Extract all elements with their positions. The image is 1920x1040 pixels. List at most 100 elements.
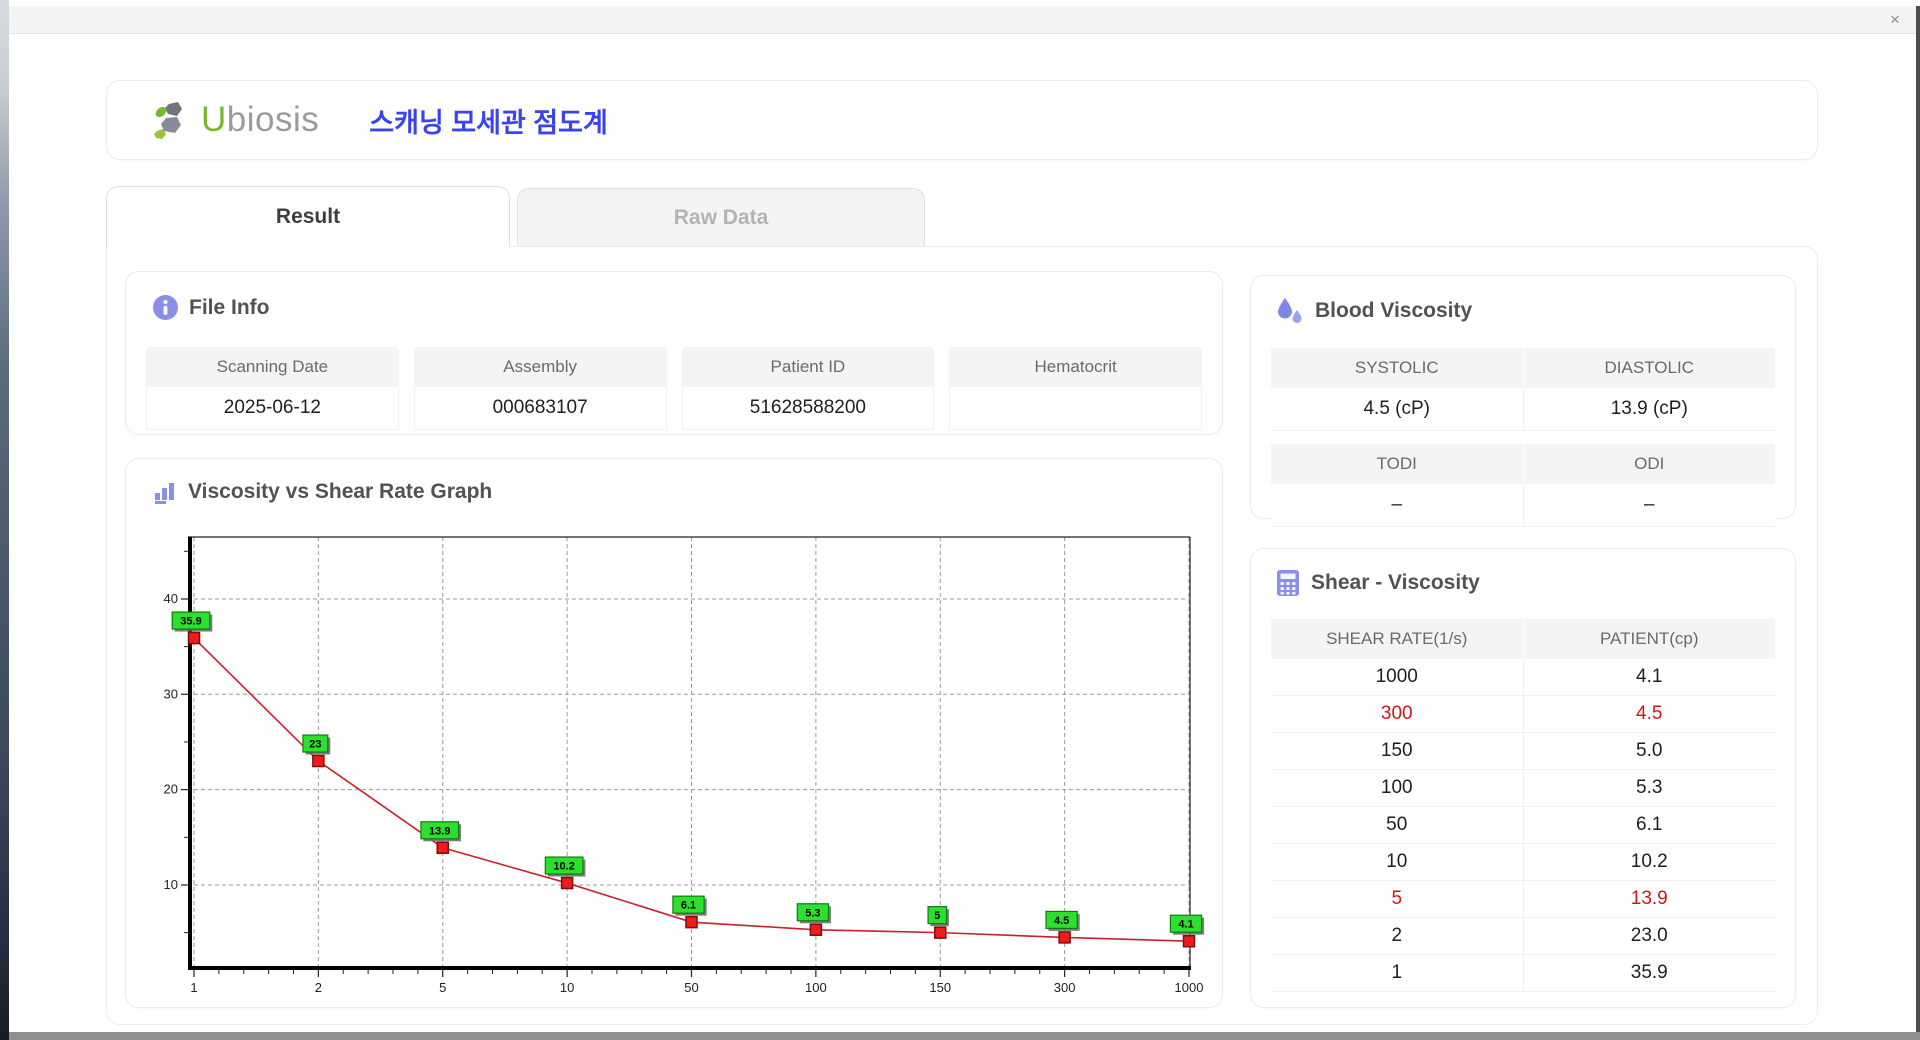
todi-odi-table: TODI ODI – – — [1271, 444, 1775, 527]
shear-rate-cell: 5 — [1271, 881, 1524, 918]
tab-raw-data-label: Raw Data — [673, 206, 769, 229]
info-icon — [152, 294, 179, 321]
close-icon[interactable]: × — [1890, 10, 1900, 29]
table-row: 150 5.0 — [1271, 733, 1775, 770]
shear-rate-cell: 1 — [1271, 955, 1524, 992]
brand-name: Ubiosis — [201, 100, 319, 140]
table-value-row: 4.5 (cP) 13.9 (cP) — [1271, 388, 1775, 431]
shear-viscosity-title: Shear - Viscosity — [1311, 571, 1480, 594]
desktop-background-sliver — [0, 0, 9, 1040]
svg-text:5: 5 — [439, 980, 446, 995]
svg-text:10: 10 — [164, 877, 178, 892]
patient-viscosity-cell: 13.9 — [1523, 881, 1775, 918]
graph-title-row: Viscosity vs Shear Rate Graph — [126, 459, 1222, 505]
file-info-col-patient-id: Patient ID 51628588200 — [681, 347, 935, 430]
table-header-row: SYSTOLIC DIASTOLIC — [1271, 348, 1775, 388]
brand-logo: Ubiosis — [151, 98, 319, 142]
patient-viscosity-cell: 5.0 — [1523, 733, 1775, 770]
field-label: Hematocrit — [949, 347, 1202, 387]
shear-rate-column-header: SHEAR RATE(1/s) — [1271, 619, 1524, 659]
table-row: 1 35.9 — [1271, 955, 1775, 992]
svg-text:100: 100 — [805, 980, 827, 995]
blood-viscosity-title: Blood Viscosity — [1315, 299, 1473, 322]
table-row: 10 10.2 — [1271, 844, 1775, 881]
file-info-card: File Info Scanning Date 2025-06-12 Assem… — [125, 271, 1223, 435]
patient-viscosity-cell: 5.3 — [1523, 770, 1775, 807]
shear-rate-cell: 1000 — [1271, 659, 1524, 696]
shear-viscosity-card: Shear - Viscosity SHEAR RATE(1/s) PATIEN… — [1250, 548, 1796, 1008]
shear-rate-cell: 100 — [1271, 770, 1524, 807]
patient-column-header: PATIENT(cp) — [1523, 619, 1775, 659]
patient-viscosity-cell: 4.5 — [1523, 696, 1775, 733]
blood-viscosity-card: Blood Viscosity SYSTOLIC DIASTOLIC 4.5 (… — [1250, 275, 1796, 527]
tab-raw-data[interactable]: Raw Data — [517, 188, 925, 247]
svg-text:30: 30 — [164, 686, 178, 701]
shear-rate-cell: 50 — [1271, 807, 1524, 844]
shear-rate-cell: 10 — [1271, 844, 1524, 881]
field-label: Patient ID — [681, 347, 935, 387]
svg-text:35.9: 35.9 — [180, 616, 201, 628]
patient-viscosity-cell: 35.9 — [1523, 955, 1775, 992]
ubiosis-leaf-logo-icon — [151, 98, 197, 142]
app-title: 스캐닝 모세관 점도계 — [369, 107, 608, 138]
calculator-icon — [1275, 569, 1301, 597]
patient-viscosity-cell: 10.2 — [1523, 844, 1775, 881]
svg-text:1: 1 — [190, 980, 197, 995]
table-header-row: SHEAR RATE(1/s) PATIENT(cp) — [1271, 619, 1775, 659]
svg-text:50: 50 — [684, 980, 698, 995]
systolic-diastolic-table: SYSTOLIC DIASTOLIC 4.5 (cP) 13.9 (cP) — [1271, 348, 1775, 431]
brand-name-u: U — [201, 100, 227, 139]
graph-title: Viscosity vs Shear Rate Graph — [188, 480, 493, 503]
shear-rate-cell: 150 — [1271, 733, 1524, 770]
field-label: Assembly — [413, 347, 667, 387]
svg-text:23: 23 — [309, 739, 321, 751]
svg-text:10: 10 — [560, 980, 574, 995]
bar-chart-icon — [152, 479, 178, 505]
svg-text:40: 40 — [164, 591, 178, 606]
svg-text:5: 5 — [934, 910, 940, 922]
shear-rate-cell: 2 — [1271, 918, 1524, 955]
shear-rate-cell: 300 — [1271, 696, 1524, 733]
blood-viscosity-title-row: Blood Viscosity — [1251, 276, 1795, 326]
file-info-title-row: File Info — [126, 272, 1222, 321]
tab-result-label: Result — [275, 205, 341, 228]
header-card: Ubiosis 스캐닝 모세관 점도계 — [106, 80, 1818, 160]
todi-value: – — [1271, 484, 1524, 527]
window-bottom-border — [9, 1032, 1920, 1040]
svg-text:300: 300 — [1054, 980, 1076, 995]
shear-viscosity-title-row: Shear - Viscosity — [1251, 549, 1795, 597]
svg-text:150: 150 — [929, 980, 951, 995]
table-row: 5 13.9 — [1271, 881, 1775, 918]
window-titlebar: × — [9, 6, 1920, 34]
table-row: 50 6.1 — [1271, 807, 1775, 844]
viscosity-graph-card: Viscosity vs Shear Rate Graph 10 20 30 40 1 2… — [125, 458, 1223, 1008]
odi-value: – — [1523, 484, 1775, 527]
table-row: 1000 4.1 — [1271, 659, 1775, 696]
table-row: 100 5.3 — [1271, 770, 1775, 807]
svg-text:4.1: 4.1 — [1178, 919, 1193, 931]
file-info-col-assembly: Assembly 000683107 — [413, 347, 667, 430]
patient-viscosity-cell: 4.1 — [1523, 659, 1775, 696]
tab-result[interactable]: Result — [106, 186, 510, 247]
svg-text:1000: 1000 — [1175, 980, 1204, 995]
systolic-header: SYSTOLIC — [1271, 348, 1524, 388]
table-row: 300 4.5 — [1271, 696, 1775, 733]
file-info-title: File Info — [189, 295, 270, 319]
field-value: 2025-06-12 — [146, 387, 399, 430]
file-info-col-hematocrit: Hematocrit — [949, 347, 1202, 430]
svg-text:20: 20 — [164, 782, 178, 797]
file-info-grid: Scanning Date 2025-06-12 Assembly 000683… — [146, 347, 1202, 430]
field-value: 51628588200 — [681, 387, 935, 430]
patient-viscosity-cell: 6.1 — [1523, 807, 1775, 844]
todi-header: TODI — [1271, 444, 1524, 484]
field-value — [949, 387, 1202, 430]
svg-text:5.3: 5.3 — [805, 907, 820, 919]
odi-header: ODI — [1523, 444, 1775, 484]
diastolic-header: DIASTOLIC — [1523, 348, 1775, 388]
table-value-row: – – — [1271, 484, 1775, 527]
blood-drops-icon — [1275, 296, 1305, 326]
brand-name-rest: biosis — [226, 100, 320, 139]
table-row: 2 23.0 — [1271, 918, 1775, 955]
patient-viscosity-cell: 23.0 — [1523, 918, 1775, 955]
svg-text:6.1: 6.1 — [681, 900, 696, 912]
